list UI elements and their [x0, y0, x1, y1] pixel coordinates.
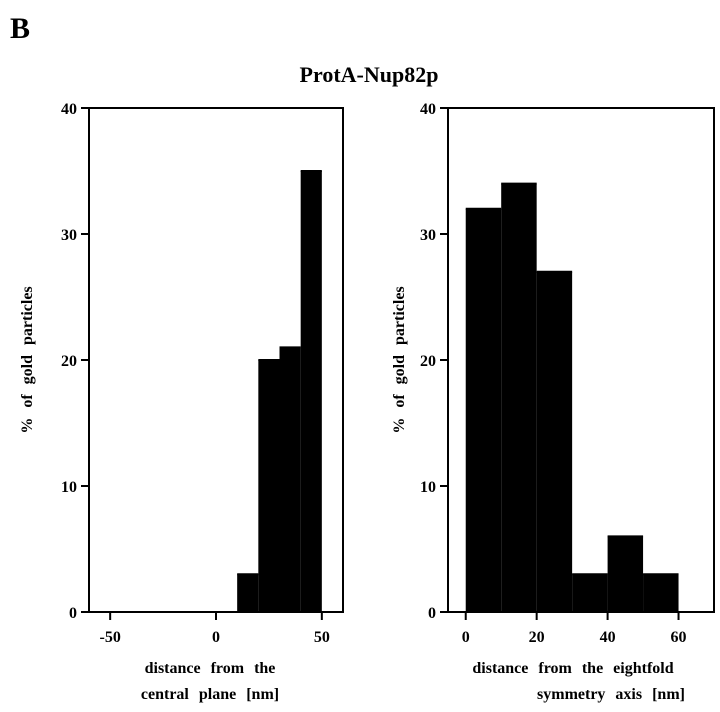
y-tick-label-left-3: 30: [61, 227, 77, 244]
y-ticks-left: 0 10 20 30 40: [61, 101, 89, 622]
x-tick-label-right-3: 60: [671, 629, 687, 646]
bar-left-9: [300, 171, 322, 612]
y-tick-label-right-4: 40: [420, 101, 436, 118]
x-tick-label-right-2: 40: [600, 629, 616, 646]
y-tick-label-left-0: 0: [69, 605, 77, 622]
bar-right-5: [643, 574, 679, 612]
chart-left: -50 0 50 0 10 20 30 40 % of gold particles dis…: [19, 101, 344, 703]
x-tick-label-left-2: 50: [314, 629, 330, 646]
bar-right-2: [536, 271, 573, 612]
bar-right-0: [465, 208, 502, 613]
panel-label: B: [10, 12, 30, 45]
y-tick-label-right-3: 30: [420, 227, 436, 244]
y-tick-label-left-2: 20: [61, 353, 77, 370]
x-tick-label-left-0: -50: [100, 629, 121, 646]
y-tick-label-left-4: 40: [61, 101, 77, 118]
y-tick-label-left-1: 10: [61, 479, 77, 496]
bar-left-7: [258, 360, 280, 612]
bar-left-6: [237, 574, 259, 612]
bar-right-4: [607, 536, 644, 612]
x-tick-label-left-1: 0: [212, 629, 220, 646]
x-axis-label-right-line1: distance from the eightfold: [472, 660, 673, 677]
y-tick-label-right-0: 0: [428, 605, 436, 622]
y-axis-label-left: % of gold particles: [19, 286, 36, 433]
y-tick-label-right-1: 10: [420, 479, 436, 496]
y-axis-label-right: % of gold particles: [391, 286, 408, 433]
y-tick-label-right-2: 20: [420, 353, 436, 370]
x-ticks-right: 0 20 40 60: [462, 612, 687, 646]
chart-title: ProtA-Nup82p: [300, 62, 439, 87]
bar-right-3: [572, 574, 608, 612]
bar-left-8: [279, 347, 301, 612]
x-axis-label-left-line2: central plane [nm]: [141, 686, 279, 703]
x-axis-label-right-line2: symmetry axis [nm]: [537, 686, 685, 703]
bars-right: [465, 182, 679, 613]
chart-right: 0 20 40 60 0 10 20 30 40 % of gold particles di…: [391, 101, 715, 703]
x-tick-label-right-0: 0: [462, 629, 470, 646]
bar-right-1: [501, 183, 537, 612]
x-axis-label-left-line1: distance from the: [145, 660, 276, 677]
y-ticks-right: 0 10 20 30 40: [420, 101, 448, 622]
bars-left: [110, 170, 322, 613]
x-ticks-left: -50 0 50: [100, 612, 330, 646]
x-tick-label-right-1: 20: [529, 629, 545, 646]
